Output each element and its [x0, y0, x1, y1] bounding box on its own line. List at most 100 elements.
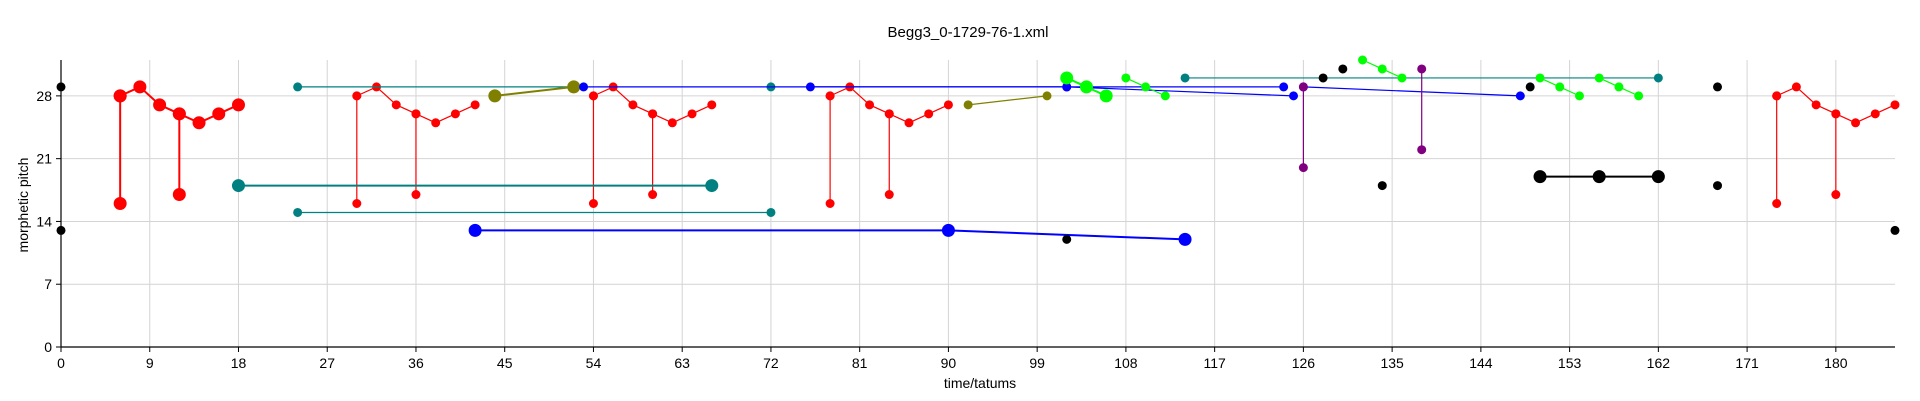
data-point-black [56, 225, 66, 235]
data-point-green [1358, 55, 1368, 65]
data-point-olive [963, 100, 973, 110]
x-tick-label: 144 [1469, 355, 1493, 371]
x-tick-label: 108 [1114, 355, 1138, 371]
data-point-red [628, 100, 638, 110]
data-point-black [1318, 73, 1328, 83]
x-axis-title: time/tatums [944, 375, 1016, 391]
y-tick-label: 0 [44, 339, 52, 355]
data-point-purple [1298, 82, 1308, 92]
data-point-red [153, 98, 167, 112]
y-tick-label: 7 [44, 276, 52, 292]
data-point-red [352, 91, 362, 101]
data-point-black [1533, 170, 1547, 184]
x-tick-label: 135 [1380, 355, 1404, 371]
data-point-red [588, 91, 598, 101]
data-point-red [113, 197, 127, 210]
data-point-green [1060, 71, 1074, 85]
data-point-green [1121, 73, 1131, 83]
data-point-green [1594, 73, 1604, 83]
data-point-red [825, 199, 835, 208]
x-tick-label: 117 [1203, 355, 1226, 371]
data-point-red [1870, 109, 1880, 119]
data-point-red [1851, 118, 1861, 128]
series-teal [231, 73, 1663, 217]
data-point-red [648, 190, 658, 200]
data-point-blue [941, 223, 955, 237]
series-line-red [889, 104, 949, 124]
series-line-red [1835, 104, 1896, 124]
data-point-red [450, 109, 460, 119]
data-point-black [1651, 170, 1665, 184]
data-point-red [1811, 100, 1821, 110]
x-tick-label: 171 [1735, 355, 1759, 371]
data-point-red [352, 199, 362, 208]
data-point-red [707, 100, 717, 110]
series-line-red [652, 104, 713, 124]
data-point-blue [1289, 91, 1299, 101]
x-tick-label: 162 [1647, 355, 1671, 371]
x-tick-label: 153 [1558, 355, 1582, 371]
data-point-red [667, 118, 677, 128]
series-black [56, 64, 1900, 244]
x-tick-label: 63 [674, 355, 690, 371]
data-point-red [431, 118, 441, 128]
chart-title: Begg3_0-1729-76-1.xml [888, 24, 1049, 41]
data-point-red [470, 100, 480, 110]
series-line-blue [1066, 86, 1294, 97]
x-tick-label: 126 [1292, 355, 1316, 371]
data-point-teal [1653, 73, 1663, 83]
data-point-red [212, 107, 226, 121]
data-point-red [391, 100, 401, 110]
data-point-black [56, 82, 66, 92]
data-point-red [1772, 91, 1782, 101]
data-point-green [1614, 82, 1624, 92]
series-line-red [178, 103, 239, 124]
data-point-red [825, 91, 835, 101]
data-point-olive [1042, 91, 1052, 101]
x-tick-label: 54 [586, 355, 602, 371]
data-point-black [1338, 64, 1348, 74]
data-point-blue [1515, 91, 1525, 101]
x-tick-label: 90 [941, 355, 957, 371]
data-point-red [172, 107, 186, 121]
data-point-red [1791, 82, 1801, 92]
data-point-teal [1180, 73, 1190, 83]
data-point-green [1634, 91, 1644, 101]
data-point-red [231, 98, 245, 112]
x-tick-label: 72 [763, 355, 779, 371]
data-point-olive [567, 80, 581, 94]
series-blue [468, 82, 1525, 246]
data-point-purple [1417, 64, 1427, 74]
y-tick-label: 21 [36, 151, 52, 167]
data-point-red [884, 190, 894, 200]
series-layer [56, 55, 1900, 246]
data-point-blue [805, 82, 815, 92]
series-black [1533, 170, 1665, 184]
x-tick-label: 180 [1824, 355, 1848, 371]
series-green [1060, 55, 1644, 103]
data-point-teal [293, 207, 303, 217]
data-point-green [1535, 73, 1545, 83]
series-purple [1298, 64, 1427, 173]
series-line-olive [494, 85, 574, 97]
y-tick-label: 28 [36, 88, 52, 104]
data-point-black [1890, 225, 1900, 235]
x-tick-label: 45 [497, 355, 513, 371]
series-line-red [1776, 86, 1837, 195]
x-tick-label: 81 [852, 355, 868, 371]
data-point-red [1772, 199, 1782, 208]
data-point-blue [1178, 232, 1192, 246]
data-point-green [1377, 64, 1387, 74]
data-point-black [1713, 181, 1723, 191]
data-point-green [1160, 91, 1170, 101]
data-point-red [1831, 190, 1841, 200]
data-point-green [1574, 91, 1584, 101]
series-line-red [356, 86, 417, 195]
data-point-blue [1279, 82, 1289, 92]
data-point-red [172, 188, 186, 202]
data-point-red [411, 109, 421, 119]
data-point-black [1592, 170, 1606, 184]
data-point-red [648, 109, 658, 119]
